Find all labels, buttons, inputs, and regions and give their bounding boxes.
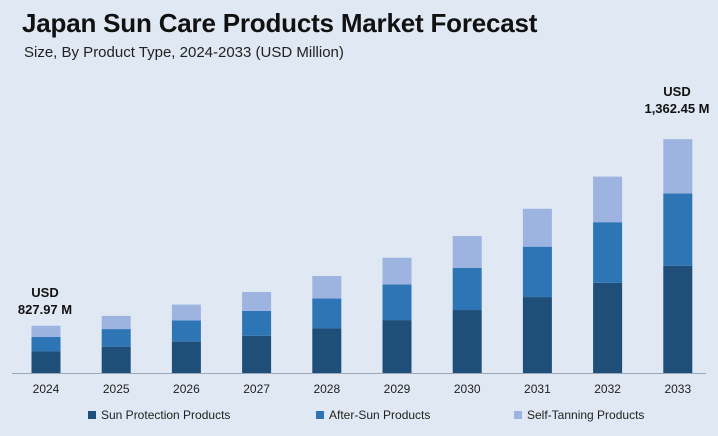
x-tick-label-2032: 2032 [594, 382, 621, 396]
start-callout-value: 827.97 M [17, 302, 73, 317]
bar-sun-protection-2024 [31, 351, 61, 373]
bar-self-tanning-2033 [663, 139, 693, 194]
start-callout-currency: USD [31, 285, 59, 300]
bar-after-sun-2028 [312, 298, 342, 329]
bar-sun-protection-2026 [171, 341, 201, 373]
legend-label-sun-protection: Sun Protection Products [101, 408, 231, 422]
legend-item-after-sun: After-Sun Products [316, 408, 430, 422]
bar-self-tanning-2030 [452, 235, 482, 268]
bar-after-sun-2030 [452, 267, 482, 311]
x-tick-label-2031: 2031 [524, 382, 551, 396]
x-tick-label-2033: 2033 [664, 382, 691, 396]
legend-swatch-sun-protection [88, 411, 96, 419]
legend-swatch-self-tanning [514, 411, 522, 419]
bar-sun-protection-2031 [522, 297, 552, 373]
chart-title: Japan Sun Care Products Market Forecast [22, 8, 538, 38]
bar-after-sun-2033 [663, 193, 693, 266]
bar-sun-protection-2028 [312, 328, 342, 373]
chart-legend: Sun Protection Products After-Sun Produc… [0, 408, 718, 426]
bar-self-tanning-2024 [31, 325, 61, 337]
bar-self-tanning-2026 [171, 304, 201, 321]
bar-after-sun-2026 [171, 320, 201, 342]
legend-swatch-after-sun [316, 411, 324, 419]
x-tick-label-2028: 2028 [313, 382, 340, 396]
bar-sun-protection-2027 [242, 335, 272, 373]
x-tick-label-2026: 2026 [173, 382, 200, 396]
end-callout-currency: USD [663, 84, 691, 99]
x-tick-label-2027: 2027 [243, 382, 270, 396]
bar-sun-protection-2033 [663, 265, 693, 373]
bar-self-tanning-2032 [593, 176, 623, 223]
bar-self-tanning-2029 [382, 257, 412, 285]
bar-self-tanning-2031 [522, 208, 552, 247]
end-callout-value: 1,362.45 M [644, 101, 710, 116]
x-tick-label-2030: 2030 [454, 382, 481, 396]
bar-after-sun-2031 [522, 246, 552, 298]
bar-after-sun-2032 [593, 222, 623, 283]
bar-sun-protection-2032 [593, 282, 623, 373]
bar-sun-protection-2029 [382, 320, 412, 373]
bar-self-tanning-2027 [242, 292, 272, 311]
bar-after-sun-2029 [382, 284, 412, 321]
bar-after-sun-2027 [242, 310, 272, 336]
bar-after-sun-2024 [31, 336, 61, 352]
bar-sun-protection-2025 [101, 346, 131, 373]
x-tick-label-2029: 2029 [384, 382, 411, 396]
legend-item-sun-protection: Sun Protection Products [88, 408, 230, 422]
chart-subtitle: Size, By Product Type, 2024-2033 (USD Mi… [24, 44, 344, 61]
end-value-callout: USD 1,362.45 M [632, 83, 718, 117]
legend-item-self-tanning: Self-Tanning Products [514, 408, 644, 422]
bar-self-tanning-2028 [312, 275, 342, 299]
x-tick-label-2025: 2025 [103, 382, 130, 396]
bar-self-tanning-2025 [101, 315, 131, 330]
legend-label-after-sun: After-Sun Products [329, 408, 431, 422]
bar-after-sun-2025 [101, 329, 131, 347]
bar-sun-protection-2030 [452, 310, 482, 373]
legend-label-self-tanning: Self-Tanning Products [527, 408, 645, 422]
start-value-callout: USD 827.97 M [12, 284, 78, 318]
x-tick-label-2024: 2024 [33, 382, 60, 396]
